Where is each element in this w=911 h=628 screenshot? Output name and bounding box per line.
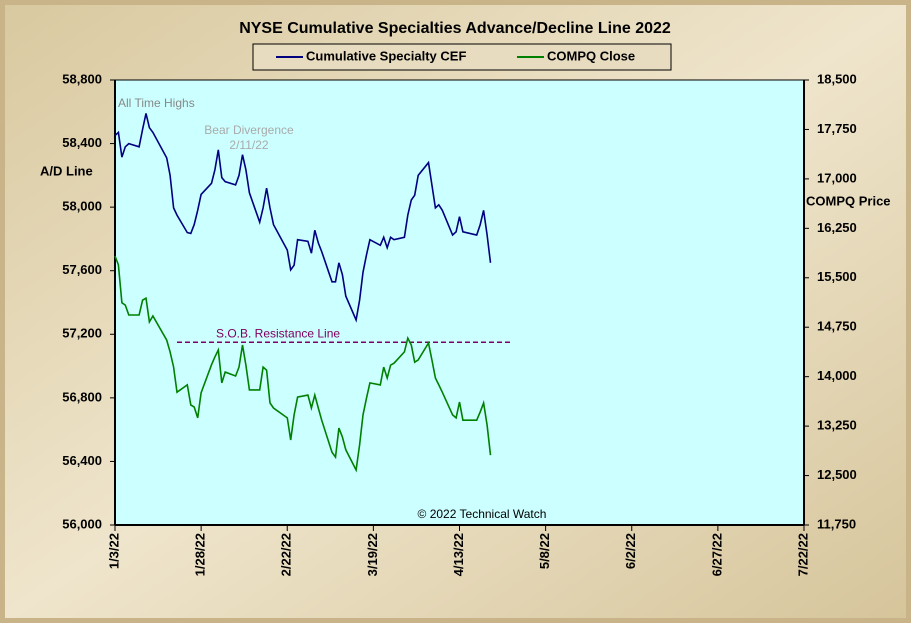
x-tick-label: 1/3/22 bbox=[106, 533, 121, 569]
y2-tick-label: 11,750 bbox=[817, 516, 856, 531]
legend bbox=[252, 43, 672, 71]
reference-line-label: S.O.B. Resistance Line bbox=[216, 326, 340, 340]
annotation: © 2022 Technical Watch bbox=[418, 507, 547, 521]
y2-tick-label: 14,000 bbox=[817, 368, 857, 383]
y2-tick-label: 17,750 bbox=[817, 121, 857, 136]
y2-tick-label: 14,750 bbox=[817, 319, 857, 334]
y2-tick-label: 17,000 bbox=[817, 170, 857, 185]
y-tick-label: 57,600 bbox=[62, 262, 102, 277]
y-tick-label: 57,200 bbox=[62, 326, 102, 341]
x-tick-label: 4/13/22 bbox=[451, 533, 466, 576]
x-tick-label: 6/2/22 bbox=[623, 533, 638, 569]
x-tick-label: 1/28/22 bbox=[193, 533, 208, 576]
y2-tick-label: 18,500 bbox=[817, 71, 857, 86]
chart-title: NYSE Cumulative Specialties Advance/Decl… bbox=[239, 20, 671, 37]
x-tick-label: 7/22/22 bbox=[795, 533, 810, 576]
annotation: 2/11/22 bbox=[229, 138, 268, 152]
legend-label: COMPQ Close bbox=[547, 48, 635, 63]
x-tick-label: 6/27/22 bbox=[709, 533, 724, 576]
y-axis-label: A/D Line bbox=[40, 163, 93, 178]
y2-tick-label: 16,250 bbox=[817, 220, 857, 235]
series-line bbox=[114, 113, 492, 323]
series-line bbox=[114, 255, 492, 473]
y-tick-label: 58,400 bbox=[62, 135, 102, 150]
x-tick-label: 5/8/22 bbox=[537, 533, 552, 569]
y-tick-label: 56,000 bbox=[62, 516, 102, 531]
annotation: All Time Highs bbox=[118, 96, 195, 110]
y2-tick-label: 13,250 bbox=[817, 418, 857, 433]
y-tick-label: 58,800 bbox=[62, 71, 102, 86]
y-tick-label: 56,400 bbox=[62, 453, 102, 468]
plot-area bbox=[114, 79, 805, 526]
y-tick-label: 58,000 bbox=[62, 199, 102, 214]
y2-axis-label: COMPQ Price bbox=[806, 193, 891, 208]
y2-tick-label: 15,500 bbox=[817, 269, 857, 284]
x-tick-label: 2/22/22 bbox=[279, 533, 294, 576]
y-tick-label: 56,800 bbox=[62, 389, 102, 404]
y2-tick-label: 12,500 bbox=[817, 467, 857, 482]
legend-label: Cumulative Specialty CEF bbox=[306, 48, 466, 63]
annotation: Bear Divergence bbox=[204, 123, 294, 137]
x-tick-label: 3/19/22 bbox=[365, 533, 380, 576]
